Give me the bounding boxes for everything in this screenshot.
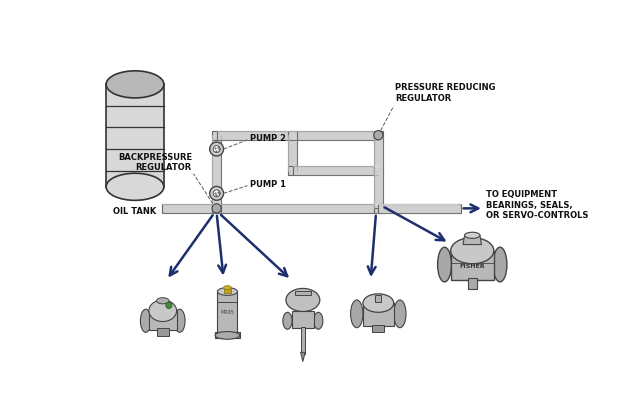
Circle shape bbox=[210, 142, 223, 156]
Text: PUMP 1: PUMP 1 bbox=[250, 180, 286, 188]
Polygon shape bbox=[162, 204, 457, 213]
Ellipse shape bbox=[106, 173, 164, 200]
Ellipse shape bbox=[283, 312, 292, 329]
Polygon shape bbox=[375, 295, 381, 302]
Polygon shape bbox=[292, 311, 314, 328]
Polygon shape bbox=[463, 235, 482, 244]
Text: FISHER: FISHER bbox=[459, 264, 485, 268]
Ellipse shape bbox=[106, 71, 164, 98]
Polygon shape bbox=[293, 166, 378, 175]
Polygon shape bbox=[374, 131, 383, 140]
Polygon shape bbox=[217, 131, 378, 140]
Text: BACKPRESSURE
REGULATOR: BACKPRESSURE REGULATOR bbox=[118, 153, 192, 172]
Polygon shape bbox=[212, 135, 222, 208]
Circle shape bbox=[213, 190, 220, 197]
Polygon shape bbox=[106, 84, 164, 187]
Ellipse shape bbox=[363, 294, 394, 312]
Circle shape bbox=[210, 186, 223, 200]
Ellipse shape bbox=[493, 247, 507, 282]
Ellipse shape bbox=[174, 309, 185, 333]
Ellipse shape bbox=[437, 247, 452, 282]
Polygon shape bbox=[157, 328, 169, 336]
Ellipse shape bbox=[451, 237, 494, 264]
Ellipse shape bbox=[351, 300, 363, 328]
Text: OIL TANK: OIL TANK bbox=[114, 207, 157, 216]
Circle shape bbox=[213, 146, 220, 153]
Text: TO EQUIPMENT
BEARINGS, SEALS,
OR SERVO-CONTROLS: TO EQUIPMENT BEARINGS, SEALS, OR SERVO-C… bbox=[486, 191, 588, 220]
Circle shape bbox=[212, 204, 222, 213]
Polygon shape bbox=[288, 131, 298, 140]
Ellipse shape bbox=[314, 312, 323, 329]
Ellipse shape bbox=[157, 298, 169, 304]
Polygon shape bbox=[378, 204, 461, 213]
Ellipse shape bbox=[286, 288, 319, 312]
Ellipse shape bbox=[223, 286, 232, 290]
Text: MR95: MR95 bbox=[220, 310, 234, 315]
Polygon shape bbox=[212, 131, 222, 140]
Ellipse shape bbox=[394, 300, 406, 328]
Polygon shape bbox=[467, 278, 477, 289]
Ellipse shape bbox=[217, 288, 237, 295]
Ellipse shape bbox=[464, 232, 480, 238]
Polygon shape bbox=[374, 166, 383, 175]
Circle shape bbox=[166, 302, 172, 308]
Ellipse shape bbox=[149, 300, 177, 322]
Polygon shape bbox=[451, 251, 494, 280]
Polygon shape bbox=[374, 204, 383, 213]
Ellipse shape bbox=[215, 332, 240, 339]
Polygon shape bbox=[215, 333, 240, 339]
Polygon shape bbox=[363, 303, 394, 326]
Text: PRESSURE REDUCING
REGULATOR: PRESSURE REDUCING REGULATOR bbox=[395, 84, 495, 103]
Polygon shape bbox=[301, 353, 305, 361]
Polygon shape bbox=[301, 327, 305, 354]
Polygon shape bbox=[149, 311, 177, 330]
Polygon shape bbox=[217, 291, 237, 335]
Polygon shape bbox=[374, 135, 383, 208]
Ellipse shape bbox=[140, 309, 151, 333]
Polygon shape bbox=[223, 288, 232, 293]
Circle shape bbox=[374, 131, 383, 140]
Polygon shape bbox=[212, 204, 222, 213]
Polygon shape bbox=[295, 291, 311, 295]
Polygon shape bbox=[372, 325, 384, 333]
Text: PUMP 2: PUMP 2 bbox=[250, 134, 286, 143]
Polygon shape bbox=[288, 135, 298, 171]
Polygon shape bbox=[288, 166, 298, 175]
